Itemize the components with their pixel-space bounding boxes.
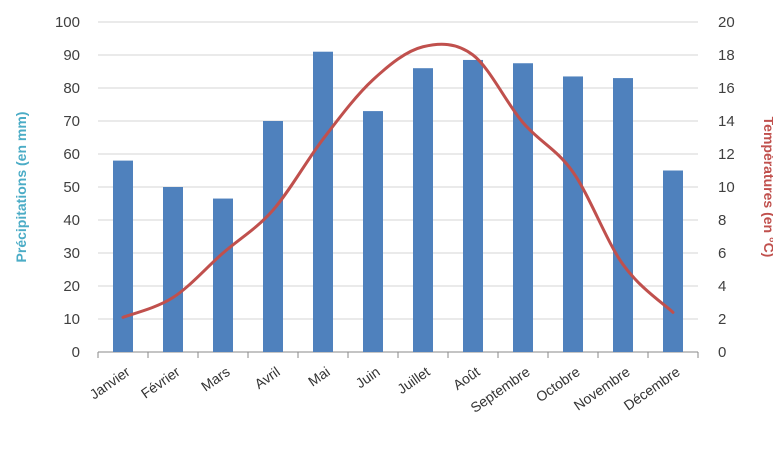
- gridlines: [97, 21, 699, 358]
- right-tick-label: 8: [718, 212, 726, 229]
- category-label: Mars: [198, 363, 233, 394]
- left-tick-label: 50: [63, 179, 80, 196]
- left-tick-label: 90: [63, 47, 80, 64]
- category-label: Mai: [305, 363, 333, 389]
- precipitation-bar: [263, 121, 283, 352]
- category-labels: Janvier Février Mars Avril Mai Juin Juillet Aoû…: [87, 363, 683, 416]
- left-tick-label: 40: [63, 212, 80, 229]
- category-label: Avril: [251, 363, 282, 392]
- precipitation-bar: [413, 68, 433, 352]
- precipitation-bar: [113, 160, 133, 352]
- left-tick-label: 0: [72, 344, 80, 361]
- left-tick-label: 30: [63, 245, 80, 262]
- right-axis-ticks: 0 2 4 6 8 10 12 14 16 18 20: [718, 14, 735, 361]
- right-tick-label: 14: [718, 113, 735, 130]
- precipitation-bar: [313, 51, 333, 352]
- precipitation-bar: [613, 78, 633, 352]
- temperature-line-group: [121, 42, 675, 319]
- category-label: Décembre: [621, 363, 683, 413]
- temperature-line: [121, 42, 675, 319]
- precipitation-bar: [663, 170, 683, 352]
- left-tick-label: 20: [63, 278, 80, 295]
- left-tick-label: 60: [63, 146, 80, 163]
- right-axis-title: Températures (en °C): [761, 117, 773, 258]
- right-tick-label: 12: [718, 146, 735, 163]
- precipitation-bar: [363, 111, 383, 352]
- right-tick-label: 0: [718, 344, 726, 361]
- precipitation-bar: [213, 198, 233, 352]
- precipitation-bar: [513, 63, 533, 352]
- precipitation-bar: [563, 76, 583, 352]
- category-label: Juin: [353, 363, 383, 391]
- right-tick-label: 18: [718, 47, 735, 64]
- left-axis-title: Précipitations (en mm): [13, 112, 29, 263]
- right-tick-label: 4: [718, 278, 726, 295]
- category-label: Août: [450, 363, 483, 393]
- left-axis-ticks: 0 10 20 30 40 50 60 70 80 90 100: [55, 14, 80, 361]
- precipitation-bars: [113, 51, 683, 352]
- precipitation-bar: [163, 187, 183, 352]
- category-label: Février: [138, 363, 183, 401]
- left-tick-label: 80: [63, 80, 80, 97]
- category-label: Juillet: [394, 363, 433, 397]
- right-tick-label: 10: [718, 179, 735, 196]
- precipitation-bar: [463, 59, 483, 352]
- right-tick-label: 6: [718, 245, 726, 262]
- right-tick-label: 2: [718, 311, 726, 328]
- right-tick-label: 16: [718, 80, 735, 97]
- left-tick-label: 70: [63, 113, 80, 130]
- right-tick-label: 20: [718, 14, 735, 31]
- category-label: Janvier: [87, 363, 133, 402]
- left-tick-label: 100: [55, 14, 80, 31]
- left-tick-label: 10: [63, 311, 80, 328]
